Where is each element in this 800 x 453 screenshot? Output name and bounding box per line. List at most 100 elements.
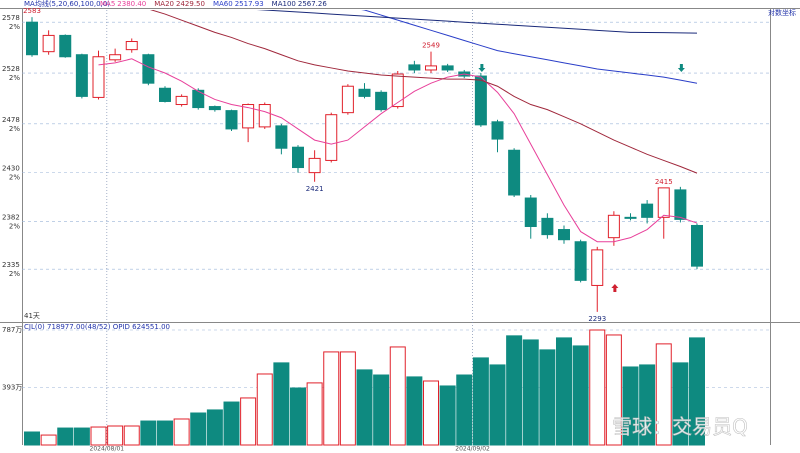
candle-body xyxy=(358,88,371,97)
indicator-header: MA均线(5,20,60,100,0,0) xyxy=(24,0,110,8)
candle-body xyxy=(691,224,703,267)
volume-bar xyxy=(24,431,40,446)
candle-body xyxy=(92,56,105,98)
candle-body xyxy=(574,241,587,281)
volume-bar xyxy=(689,337,705,446)
watermark: 雪球：交易员Q xyxy=(612,415,748,439)
y-tick-note: 2% xyxy=(9,270,20,278)
volume-bar xyxy=(57,427,74,446)
y-tick-note: 2% xyxy=(9,23,20,31)
volume-bar xyxy=(206,409,223,446)
candle-body xyxy=(275,125,288,149)
volume-bar xyxy=(240,397,257,446)
candle-body xyxy=(641,203,654,218)
volume-bar xyxy=(173,418,190,446)
volume-bar xyxy=(40,434,57,446)
candle-body xyxy=(292,146,304,169)
candle-body xyxy=(142,54,155,84)
candle-body xyxy=(657,187,670,218)
volume-bar xyxy=(157,420,173,446)
extreme-label: 2415 xyxy=(655,178,673,186)
candle-body xyxy=(408,64,421,71)
candle-body xyxy=(391,73,404,108)
volume-bar xyxy=(373,374,390,446)
extreme-label: 2421 xyxy=(306,185,324,193)
volume-bar xyxy=(406,376,423,446)
x-tick-label: 2024/08/01 xyxy=(90,446,125,453)
extreme-label: 2549 xyxy=(422,42,440,50)
ma-line xyxy=(361,10,698,84)
candle-body xyxy=(375,91,388,111)
price-plot xyxy=(26,10,703,312)
volume-bar xyxy=(140,420,157,446)
candle-body xyxy=(541,217,554,236)
volume-bar xyxy=(605,334,622,446)
volume-bar xyxy=(539,349,556,446)
candle-body xyxy=(75,54,88,97)
volume-bar xyxy=(522,339,539,446)
y-tick-note: 2% xyxy=(9,222,20,230)
volume-bar xyxy=(639,364,656,446)
signal-arrow xyxy=(478,64,486,72)
legend-name: MA5 xyxy=(100,0,115,8)
volume-header: CJL(0) 718977.00(48/52) OPID 624551.00 xyxy=(24,323,170,331)
candle-body xyxy=(159,87,171,102)
candle-body xyxy=(242,104,255,129)
candle-body xyxy=(474,75,487,126)
candle-body xyxy=(674,189,687,220)
volume-bar xyxy=(472,357,489,446)
volume-bar xyxy=(290,387,306,446)
y-tick-label: 2382 xyxy=(2,213,20,221)
legend-value: 2517.93 xyxy=(235,0,264,8)
volume-bar xyxy=(323,351,340,446)
volume-bar xyxy=(256,373,273,446)
legend-value: 2567.26 xyxy=(298,0,327,8)
signal-arrow xyxy=(677,64,685,72)
y-tick-label: 2478 xyxy=(2,116,20,124)
candle-body xyxy=(441,65,454,71)
y-tick-label: 787万 xyxy=(2,326,22,334)
candle-body xyxy=(109,54,122,61)
extreme-label: 2583 xyxy=(23,7,41,15)
volume-bar xyxy=(622,366,639,446)
extreme-label: 2293 xyxy=(588,315,606,323)
volume-bar xyxy=(655,343,672,446)
candle-body xyxy=(42,34,55,53)
volume-bar xyxy=(223,401,240,446)
x-tick-label: 2024/09/02 xyxy=(455,446,490,453)
candle-body xyxy=(508,149,521,196)
legend-value: 2429.50 xyxy=(176,0,205,8)
y-tick-note: 2% xyxy=(9,125,20,133)
candle-body xyxy=(325,114,338,161)
volume-bar xyxy=(439,385,456,446)
candle-body xyxy=(125,41,138,51)
legend-value: 2380.40 xyxy=(117,0,146,8)
days-label: 41天 xyxy=(24,312,40,320)
volume-bar xyxy=(356,369,373,446)
ma-line xyxy=(256,10,698,34)
candle-body xyxy=(524,197,537,227)
candle-body xyxy=(624,216,637,219)
scale-note: 对数坐标 xyxy=(768,8,796,17)
y-tick-label: 2578 xyxy=(2,14,20,22)
candle-body xyxy=(258,104,271,128)
candle-body xyxy=(59,34,72,58)
legend-name: MA60 xyxy=(213,0,233,8)
volume-bar xyxy=(273,362,290,446)
candle-body xyxy=(491,121,504,140)
volume-bar xyxy=(572,345,589,446)
candle-body xyxy=(26,21,38,56)
candle-body xyxy=(175,95,188,106)
candle-body xyxy=(192,89,205,109)
ma-line xyxy=(98,58,698,243)
volume-bar xyxy=(589,329,606,446)
candle-body xyxy=(425,65,437,71)
candle-body xyxy=(341,85,354,114)
volume-bar xyxy=(556,337,572,446)
volume-bar xyxy=(306,382,323,446)
volume-bar xyxy=(506,335,523,446)
candle-body xyxy=(308,157,321,174)
volume-bar xyxy=(90,426,107,446)
volume-bar xyxy=(123,425,140,446)
